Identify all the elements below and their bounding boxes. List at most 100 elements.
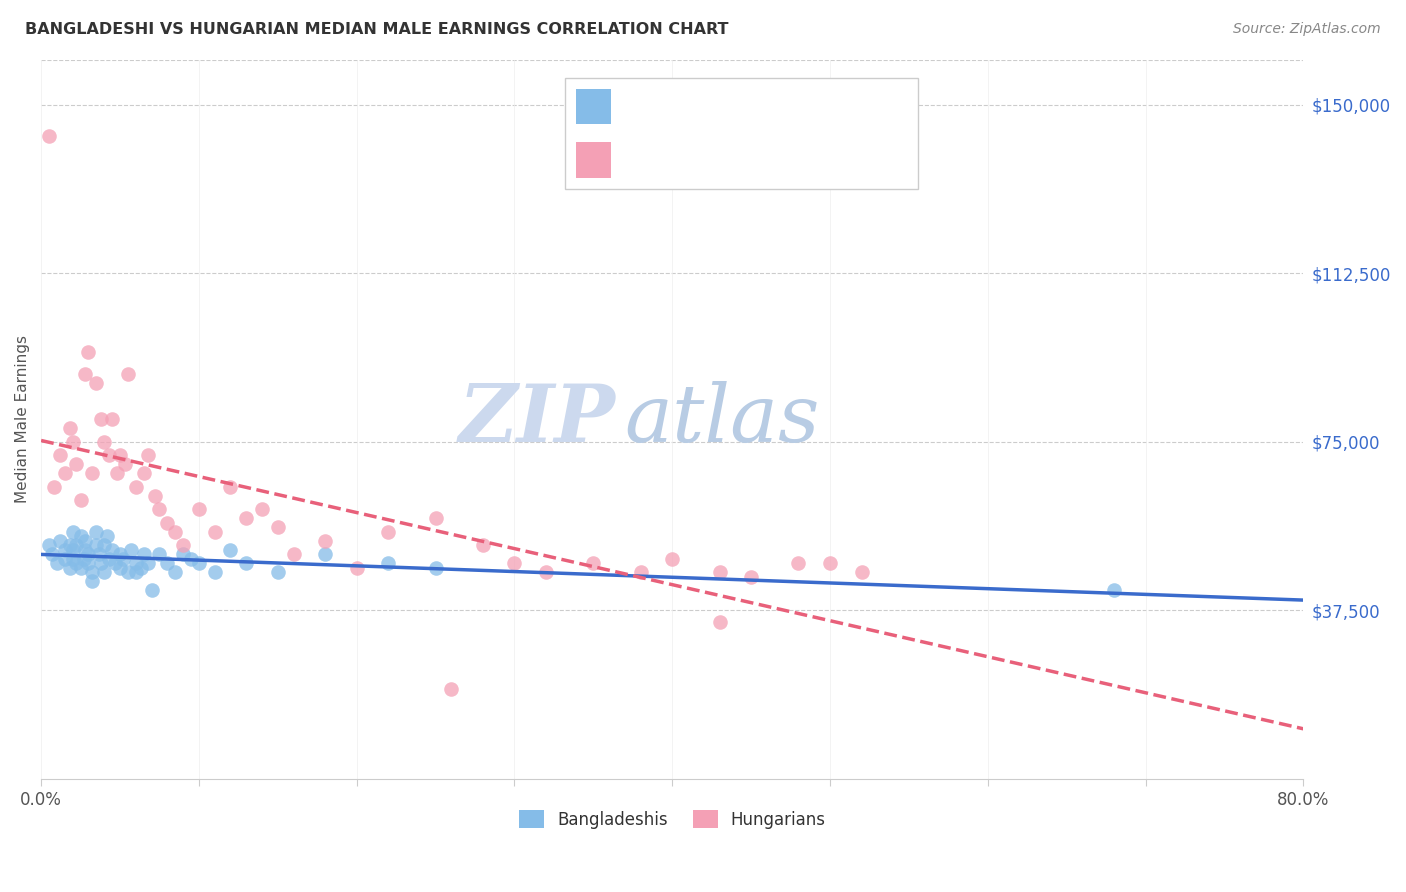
- Point: [93, 565, 115, 579]
- Point: [80, 574, 103, 588]
- Point: [235, 556, 257, 570]
- Point: [86, 538, 108, 552]
- Point: [125, 565, 148, 579]
- Point: [471, 538, 494, 552]
- Point: [187, 502, 209, 516]
- Point: [582, 556, 605, 570]
- Point: [851, 565, 873, 579]
- Point: [138, 556, 160, 570]
- Point: [219, 542, 242, 557]
- Point: [143, 489, 166, 503]
- Point: [41, 547, 63, 561]
- Point: [104, 556, 127, 570]
- Point: [97, 551, 120, 566]
- Point: [86, 376, 108, 391]
- Point: [267, 520, 290, 534]
- Point: [172, 547, 194, 561]
- Point: [148, 502, 170, 516]
- Y-axis label: Median Male Earnings: Median Male Earnings: [15, 335, 30, 503]
- Point: [108, 560, 131, 574]
- Point: [165, 524, 187, 539]
- Point: [440, 681, 463, 696]
- Point: [630, 565, 652, 579]
- Point: [93, 434, 115, 449]
- Text: atlas: atlas: [624, 381, 820, 458]
- Point: [93, 538, 115, 552]
- Point: [204, 524, 226, 539]
- Point: [132, 547, 155, 561]
- Point: [77, 556, 100, 570]
- Point: [112, 551, 135, 566]
- Point: [120, 542, 142, 557]
- Point: [534, 565, 557, 579]
- Point: [709, 565, 731, 579]
- Point: [62, 434, 84, 449]
- Point: [75, 533, 97, 548]
- Legend: Bangladeshis, Hungarians: Bangladeshis, Hungarians: [512, 804, 832, 835]
- Point: [787, 556, 810, 570]
- Point: [58, 421, 80, 435]
- Point: [105, 467, 128, 481]
- Point: [141, 583, 163, 598]
- Point: [709, 615, 731, 629]
- Point: [204, 565, 226, 579]
- Point: [425, 511, 447, 525]
- Point: [77, 547, 100, 561]
- Point: [138, 448, 160, 462]
- Point: [101, 412, 124, 426]
- Point: [53, 467, 76, 481]
- Point: [90, 556, 112, 570]
- Point: [235, 511, 257, 525]
- Point: [114, 457, 136, 471]
- Point: [49, 533, 72, 548]
- Point: [42, 480, 65, 494]
- Point: [108, 547, 131, 561]
- Point: [156, 556, 179, 570]
- Point: [125, 480, 148, 494]
- Point: [425, 560, 447, 574]
- Point: [165, 565, 187, 579]
- Point: [101, 542, 124, 557]
- Point: [75, 368, 97, 382]
- Point: [80, 565, 103, 579]
- Point: [65, 538, 87, 552]
- Point: [129, 560, 152, 574]
- Point: [62, 551, 84, 566]
- Point: [267, 565, 290, 579]
- Point: [69, 560, 91, 574]
- Point: [661, 551, 683, 566]
- Point: [75, 542, 97, 557]
- Point: [377, 524, 399, 539]
- Point: [346, 560, 368, 574]
- Point: [86, 524, 108, 539]
- Point: [38, 538, 60, 552]
- Point: [108, 448, 131, 462]
- Point: [62, 542, 84, 557]
- Point: [38, 128, 60, 143]
- Point: [58, 538, 80, 552]
- Point: [125, 556, 148, 570]
- Point: [283, 547, 305, 561]
- Point: [503, 556, 526, 570]
- Point: [45, 556, 67, 570]
- Point: [117, 565, 139, 579]
- Point: [314, 533, 336, 548]
- Point: [49, 448, 72, 462]
- Point: [97, 448, 120, 462]
- Point: [90, 412, 112, 426]
- Point: [172, 538, 194, 552]
- Point: [69, 529, 91, 543]
- Point: [69, 493, 91, 508]
- Point: [314, 547, 336, 561]
- Point: [89, 547, 111, 561]
- Point: [117, 368, 139, 382]
- Point: [77, 344, 100, 359]
- Point: [58, 560, 80, 574]
- Point: [156, 516, 179, 530]
- Point: [180, 551, 202, 566]
- Point: [148, 547, 170, 561]
- Point: [818, 556, 841, 570]
- Point: [65, 556, 87, 570]
- Point: [377, 556, 399, 570]
- Point: [219, 480, 242, 494]
